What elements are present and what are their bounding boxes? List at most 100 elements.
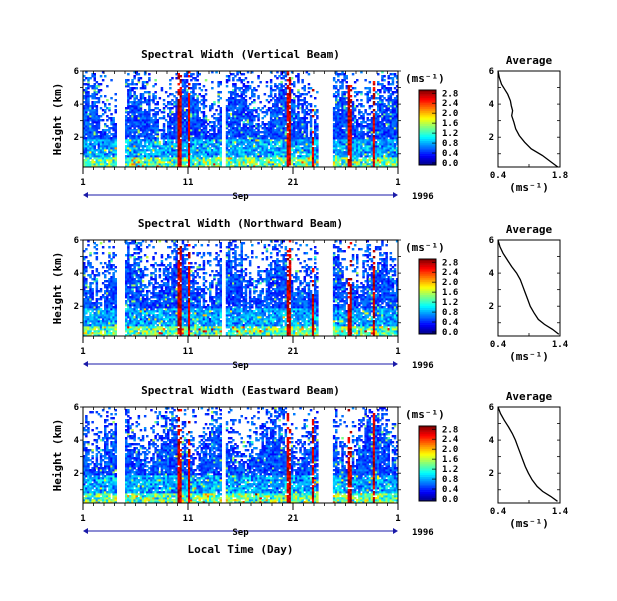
- colorbar-step: [419, 456, 436, 459]
- colorbar-step: [419, 268, 436, 271]
- panel-2: Spectral Width (Northward Beam)1 11 21 1246…: [51, 217, 569, 371]
- colorbar-step: [419, 114, 436, 117]
- colorbar-step: [419, 159, 436, 162]
- colorbar-tick-label: 2.8: [442, 425, 458, 435]
- average-title: Average: [506, 54, 553, 67]
- month-arrow-right: [393, 528, 398, 534]
- average-profile: Average 2 4 6 0.4 1.4(ms⁻¹): [489, 390, 569, 530]
- average-profile-line: [497, 239, 560, 335]
- colorbar-step: [419, 319, 436, 322]
- colorbar-tick-label: 1.2: [442, 298, 458, 308]
- average-frame: [497, 70, 561, 168]
- colorbar-tick-label: 0.8: [442, 308, 458, 318]
- colorbar-tick-label: 2.0: [442, 278, 458, 288]
- x-tick-label: 1: [395, 347, 400, 357]
- colorbar-step: [419, 487, 436, 491]
- colorbar: (ms⁻¹) 2.82.42.01.61.20.80.40.0: [405, 408, 459, 505]
- colorbar-step: [419, 450, 436, 453]
- colorbar-step: [419, 144, 436, 147]
- panel-title: Spectral Width (Northward Beam): [138, 217, 343, 230]
- colorbar-step: [419, 305, 436, 309]
- colorbar-step: [419, 279, 436, 282]
- colorbar-tick-label: 0.0: [442, 495, 458, 505]
- panel-3: Spectral Width (Eastward Beam)1 11 21 1246H…: [51, 384, 569, 556]
- month-label: Sep: [232, 361, 249, 371]
- colorbar-step: [419, 292, 436, 295]
- colorbar-step: [419, 131, 436, 134]
- month-label: Sep: [232, 528, 249, 538]
- colorbar-step: [419, 136, 436, 140]
- colorbar-step: [419, 270, 436, 273]
- colorbar-step: [419, 317, 436, 320]
- colorbar-step: [419, 127, 436, 130]
- y-axis-label: Height (km): [51, 83, 64, 156]
- colorbar-step: [419, 287, 436, 290]
- average-y-tick-label: 2: [489, 302, 494, 312]
- colorbar-tick-label: 0.8: [442, 475, 458, 485]
- x-tick-label: 11: [183, 178, 194, 188]
- colorbar-tick-label: 2.0: [442, 109, 458, 119]
- x-axis-label: Local Time (Day): [188, 543, 294, 556]
- colorbar-tick-label: 0.4: [442, 485, 459, 495]
- colorbar-step: [419, 442, 436, 446]
- colorbar-step: [419, 108, 436, 111]
- colorbar-step: [419, 116, 436, 119]
- colorbar-tick-label: 0.8: [442, 139, 458, 149]
- colorbar-step: [419, 264, 436, 267]
- colorbar-step: [419, 315, 436, 318]
- colorbar-step: [419, 427, 436, 431]
- colorbar-tick-label: 2.0: [442, 445, 458, 455]
- colorbar-tick-label: 0.4: [442, 149, 459, 159]
- average-title: Average: [506, 223, 553, 236]
- colorbar-step: [419, 452, 436, 455]
- colorbar-step: [419, 103, 436, 106]
- colorbar-step: [419, 151, 436, 155]
- y-tick-label: 6: [74, 403, 79, 413]
- month-arrow-left: [83, 192, 88, 198]
- average-profile: Average 2 4 6 0.4 1.8(ms⁻¹): [489, 54, 569, 194]
- colorbar-tick-label: 1.2: [442, 465, 458, 475]
- colorbar-step: [419, 153, 436, 156]
- average-title: Average: [506, 390, 553, 403]
- y-tick-label: 4: [74, 436, 80, 446]
- colorbar-step: [419, 439, 436, 442]
- average-x-tick-label: 1.4: [552, 507, 569, 517]
- colorbar-step: [419, 157, 436, 160]
- panel-title: Spectral Width (Vertical Beam): [141, 48, 340, 61]
- colorbar-step: [419, 262, 436, 265]
- x-tick-label: 21: [288, 347, 299, 357]
- colorbar-tick-label: 1.2: [442, 129, 458, 139]
- colorbar-tick-label: 1.6: [442, 119, 458, 129]
- colorbar-tick-label: 1.6: [442, 288, 458, 298]
- y-axis-label: Height (km): [51, 419, 64, 492]
- x-tick-label: 21: [288, 514, 299, 524]
- heatmap: [83, 240, 399, 337]
- colorbar-step: [419, 446, 436, 449]
- year-label: 1996: [412, 361, 434, 371]
- colorbar-step: [419, 129, 436, 132]
- colorbar-step: [419, 260, 436, 264]
- colorbar-step: [419, 285, 436, 288]
- colorbar-step: [419, 433, 436, 436]
- x-tick-label: 1: [395, 514, 400, 524]
- colorbar-step: [419, 472, 436, 476]
- colorbar-step: [419, 272, 436, 275]
- colorbar-step: [419, 91, 436, 95]
- colorbar-step: [419, 454, 436, 457]
- average-profile-line: [497, 406, 558, 502]
- y-tick-label: 4: [74, 269, 80, 279]
- colorbar-step: [419, 95, 436, 98]
- month-label: Sep: [232, 192, 249, 202]
- colorbar-step: [419, 476, 436, 479]
- colorbar-step: [419, 140, 436, 143]
- colorbar-step: [419, 497, 436, 500]
- average-y-tick-label: 2: [489, 133, 494, 143]
- colorbar-label: (ms⁻¹): [405, 408, 445, 421]
- colorbar-step: [419, 296, 436, 299]
- colorbar-step: [419, 121, 436, 125]
- colorbar-step: [419, 461, 436, 464]
- panel-1: Spectral Width (Vertical Beam)1 11 21 1246H…: [51, 48, 568, 202]
- average-profile: Average 2 4 6 0.4 1.4(ms⁻¹): [489, 223, 569, 363]
- colorbar-step: [419, 429, 436, 432]
